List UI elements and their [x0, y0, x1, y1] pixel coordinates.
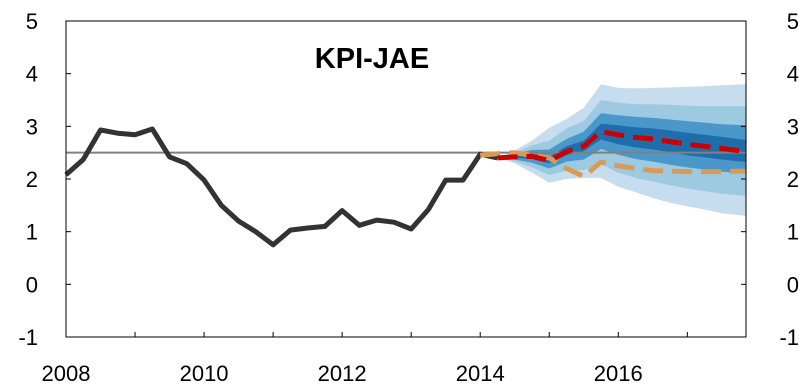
y-tick-label-left: 0 [26, 272, 38, 297]
y-tick-label-left: 2 [26, 167, 38, 192]
y-tick-label-left: -1 [18, 325, 38, 350]
y-tick-label-right: 4 [787, 62, 799, 87]
x-tick-label: 2016 [594, 361, 643, 386]
axis-tick-labels: -1 -1 0 0 1 1 2 2 3 3 4 4 5 5 2008 2010 2012 2014 2016 [18, 9, 799, 386]
y-tick-label-left: 1 [26, 220, 38, 245]
y-tick-label-left: 3 [26, 114, 38, 139]
y-tick-label-left: 4 [26, 62, 38, 87]
y-tick-label-left: 5 [26, 9, 38, 34]
axis-ticks [65, 20, 746, 338]
series-lines [64, 126, 747, 248]
y-tick-label-right: 2 [787, 167, 799, 192]
chart-title: KPI-JAE [315, 43, 429, 75]
fan-chart-bands [497, 84, 746, 216]
y-tick-label-right: 1 [787, 220, 799, 245]
x-tick-label: 2010 [180, 361, 229, 386]
alternative-forecast-line [479, 150, 747, 179]
x-tick-label: 2008 [42, 361, 91, 386]
x-tick-label: 2014 [456, 361, 505, 386]
y-tick-label-right: 5 [787, 9, 799, 34]
y-tick-label-right: 3 [787, 114, 799, 139]
y-tick-label-right: -1 [779, 325, 799, 350]
y-tick-label-right: 0 [787, 272, 799, 297]
forecast-line [497, 129, 747, 164]
historical-line [64, 126, 499, 248]
x-tick-label: 2012 [318, 361, 367, 386]
